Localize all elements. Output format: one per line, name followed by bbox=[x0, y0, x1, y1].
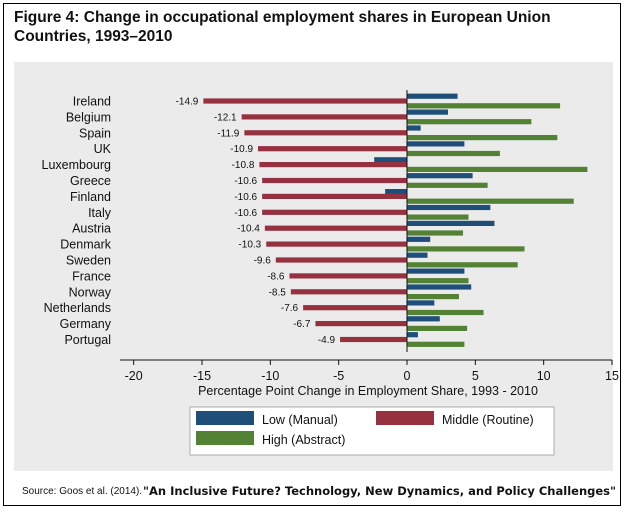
bar-middle bbox=[258, 146, 407, 152]
data-label: -4.9 bbox=[318, 335, 336, 346]
category-label: Portugal bbox=[64, 333, 111, 347]
bar-middle bbox=[289, 273, 407, 279]
data-label: -9.6 bbox=[254, 256, 272, 267]
bar-middle bbox=[315, 321, 407, 327]
bar-middle bbox=[262, 193, 407, 199]
x-tick-label: -15 bbox=[193, 369, 211, 383]
bar-low bbox=[407, 173, 473, 179]
category-label: Sweden bbox=[66, 254, 111, 268]
bar-high bbox=[407, 166, 588, 172]
category-label: Ireland bbox=[73, 95, 111, 109]
category-label: France bbox=[72, 269, 111, 283]
data-label: -12.1 bbox=[214, 112, 237, 123]
data-label: -10.8 bbox=[232, 160, 255, 171]
bar-high bbox=[407, 309, 484, 316]
x-tick-label: 0 bbox=[404, 369, 411, 383]
x-tick-label: 5 bbox=[472, 369, 479, 383]
data-label: -10.9 bbox=[230, 144, 253, 155]
data-label: -8.5 bbox=[269, 287, 287, 298]
bar-high bbox=[407, 182, 488, 188]
bar-middle bbox=[203, 98, 407, 104]
bar-middle bbox=[262, 209, 407, 215]
category-label: Austria bbox=[72, 222, 111, 236]
figure-title: Figure 4: Change in occupational employm… bbox=[14, 9, 551, 45]
x-tick-label: 10 bbox=[537, 369, 551, 383]
data-label: -6.7 bbox=[293, 319, 311, 330]
data-label: -10.4 bbox=[237, 224, 260, 235]
bar-high bbox=[407, 230, 464, 236]
bar-middle bbox=[275, 257, 407, 263]
category-label: Italy bbox=[88, 206, 112, 220]
bar-middle bbox=[262, 177, 407, 184]
x-tick-label: 15 bbox=[605, 369, 619, 383]
x-tick-label: -5 bbox=[333, 369, 344, 383]
legend-swatch-low bbox=[196, 411, 254, 425]
legend-label-low: Low (Manual) bbox=[262, 413, 338, 427]
x-tick-label: -20 bbox=[125, 369, 143, 383]
category-label: UK bbox=[94, 142, 112, 156]
bar-high bbox=[407, 262, 518, 268]
data-label: -7.6 bbox=[281, 303, 299, 314]
bar-low bbox=[407, 204, 491, 211]
bar-high bbox=[407, 325, 468, 331]
x-axis-label: Percentage Point Change in Employment Sh… bbox=[198, 384, 538, 398]
bar-high bbox=[407, 246, 525, 252]
bar-middle bbox=[303, 305, 407, 311]
bar-high bbox=[407, 278, 469, 284]
bar-high bbox=[407, 135, 558, 141]
category-label: Germany bbox=[60, 317, 112, 331]
bar-low bbox=[407, 109, 448, 115]
bar-low bbox=[407, 125, 421, 131]
category-label: Luxembourg bbox=[42, 158, 112, 172]
bar-low bbox=[407, 236, 431, 242]
bar-low bbox=[407, 93, 458, 99]
bar-high bbox=[407, 103, 561, 109]
bar-high bbox=[407, 119, 532, 125]
category-label: Greece bbox=[70, 174, 111, 188]
data-label: -14.9 bbox=[176, 97, 199, 108]
data-label: -8.6 bbox=[267, 271, 285, 282]
legend-swatch-high bbox=[196, 431, 254, 445]
category-label: Spain bbox=[79, 126, 111, 140]
bar-low bbox=[407, 220, 495, 226]
bar-middle bbox=[266, 241, 407, 247]
category-label: Norway bbox=[69, 285, 112, 299]
data-label: -10.6 bbox=[234, 176, 257, 187]
bar-middle bbox=[340, 336, 407, 343]
category-label: Netherlands bbox=[44, 301, 111, 315]
bar-high bbox=[407, 341, 465, 347]
bar-middle bbox=[264, 225, 407, 231]
bar-high bbox=[407, 294, 459, 300]
x-tick-label: -10 bbox=[261, 369, 279, 383]
bar-low bbox=[407, 300, 435, 306]
data-label: -10.3 bbox=[238, 240, 261, 251]
data-label: -10.6 bbox=[234, 208, 257, 219]
bar-middle bbox=[241, 114, 407, 120]
bar-high bbox=[407, 150, 500, 157]
bar-low bbox=[407, 268, 465, 274]
bar-low bbox=[407, 252, 428, 258]
bar-low bbox=[407, 284, 472, 290]
bar-high bbox=[407, 214, 469, 220]
legend-label-high: High (Abstract) bbox=[262, 433, 345, 447]
data-label: -10.6 bbox=[234, 192, 257, 203]
bar-low bbox=[407, 316, 440, 322]
source-note: Source: Goos et al. (2014). bbox=[22, 486, 143, 497]
legend-swatch-middle bbox=[376, 411, 434, 425]
bar-low bbox=[407, 141, 465, 147]
bar-high bbox=[407, 198, 574, 204]
bar-middle bbox=[290, 289, 407, 295]
credit-line: "An Inclusive Future? Technology, New Dy… bbox=[143, 484, 616, 498]
category-label: Belgium bbox=[66, 110, 111, 124]
bar-middle bbox=[244, 130, 407, 136]
category-label: Denmark bbox=[60, 238, 111, 252]
data-label: -11.9 bbox=[217, 128, 239, 139]
bar-low bbox=[374, 157, 407, 163]
legend-label-middle: Middle (Routine) bbox=[442, 413, 534, 427]
category-label: Finland bbox=[70, 190, 111, 204]
bar-middle bbox=[259, 162, 407, 168]
bar-low bbox=[407, 332, 418, 338]
bar-low bbox=[385, 189, 407, 195]
